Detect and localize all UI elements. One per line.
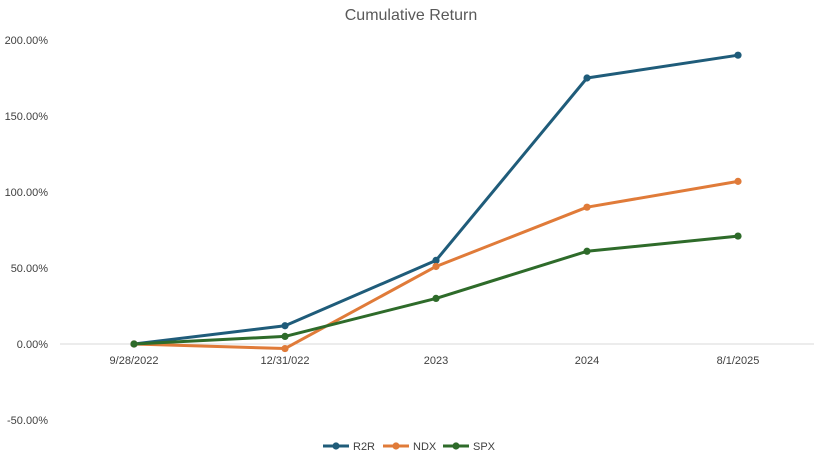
legend-marker-spx	[452, 442, 460, 450]
y-tick-label: 150.00%	[5, 111, 49, 123]
legend-label-r2r: R2R	[353, 441, 375, 453]
series-points	[130, 51, 742, 353]
legend: R2R NDX SPX	[323, 441, 496, 453]
data-point-spx	[583, 247, 591, 255]
data-point-r2r	[583, 74, 591, 82]
data-point-r2r	[734, 51, 742, 59]
data-point-spx	[130, 340, 138, 348]
y-tick-label: 100.00%	[5, 187, 49, 199]
y-axis: 200.00% 150.00% 100.00% 50.00% 0.00% -50.00%	[5, 35, 49, 427]
data-point-ndx	[734, 177, 742, 185]
x-axis: 9/28/2022 12/31/022 2023 2024 8/1/2025	[110, 355, 760, 367]
y-tick-label: -50.00%	[7, 415, 48, 427]
legend-label-spx: SPX	[473, 441, 496, 453]
legend-label-ndx: NDX	[413, 441, 437, 453]
x-tick-label: 9/28/2022	[110, 355, 159, 367]
chart-title: Cumulative Return	[345, 7, 478, 24]
data-point-r2r	[281, 322, 289, 330]
y-tick-label: 50.00%	[11, 263, 49, 275]
data-point-ndx	[432, 262, 440, 271]
data-point-ndx	[583, 203, 591, 211]
legend-marker-ndx	[392, 442, 400, 450]
data-point-r2r	[432, 256, 440, 264]
x-tick-label: 2023	[424, 355, 448, 367]
data-point-spx	[432, 294, 440, 302]
data-point-ndx	[281, 344, 289, 353]
x-tick-label: 2024	[575, 355, 599, 367]
x-tick-label: 8/1/2025	[717, 355, 760, 367]
series-lines	[132, 53, 740, 351]
y-tick-label: 0.00%	[17, 339, 48, 351]
data-point-spx	[281, 332, 289, 340]
data-point-spx	[734, 232, 742, 240]
legend-marker-r2r	[332, 442, 340, 450]
y-tick-label: 200.00%	[5, 35, 49, 47]
series-line-spx	[132, 234, 740, 346]
x-tick-label: 12/31/022	[261, 355, 310, 367]
